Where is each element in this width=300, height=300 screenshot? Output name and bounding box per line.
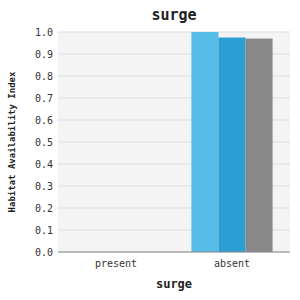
- y-axis: 0.0 0.1 0.2 0.3 0.4 0.5 0.6 0.7 0.8 0.9 1.0: [35, 27, 290, 258]
- y-tick-label: 0.5: [35, 137, 53, 148]
- y-axis-label: Habitat Availability Index: [7, 71, 17, 212]
- y-tick-label: 0.8: [35, 71, 53, 82]
- title: surge: [151, 6, 196, 24]
- y-tick-label: 0.6: [35, 115, 53, 126]
- bar: [191, 32, 218, 252]
- y-tick-label: 0.3: [35, 181, 53, 192]
- x-tick-label: present: [95, 258, 137, 269]
- bars: [191, 32, 272, 252]
- bar: [246, 39, 273, 252]
- y-tick-label: 0.9: [35, 49, 53, 60]
- bar: [218, 38, 245, 253]
- y-tick-label: 1.0: [35, 27, 53, 38]
- x-axis-label: surge: [156, 277, 192, 291]
- plot-area: [58, 32, 290, 252]
- y-tick-label: 0.7: [35, 93, 53, 104]
- chart-container: 0.0 0.1 0.2 0.3 0.4 0.5 0.6 0.7 0.8 0.9 1.0 present…: [0, 0, 300, 300]
- grid-line: [58, 252, 290, 253]
- x-axis-line: [58, 252, 290, 253]
- y-tick-label: 0.0: [35, 247, 53, 258]
- chart: 0.0 0.1 0.2 0.3 0.4 0.5 0.6 0.7 0.8 0.9 1.0 present…: [0, 0, 300, 300]
- x-tick-label: absent: [214, 258, 250, 269]
- y-tick-label: 0.2: [35, 203, 53, 214]
- y-tick-label: 0.1: [35, 225, 53, 236]
- grid-line: [58, 32, 290, 33]
- y-tick-label: 0.4: [35, 159, 53, 170]
